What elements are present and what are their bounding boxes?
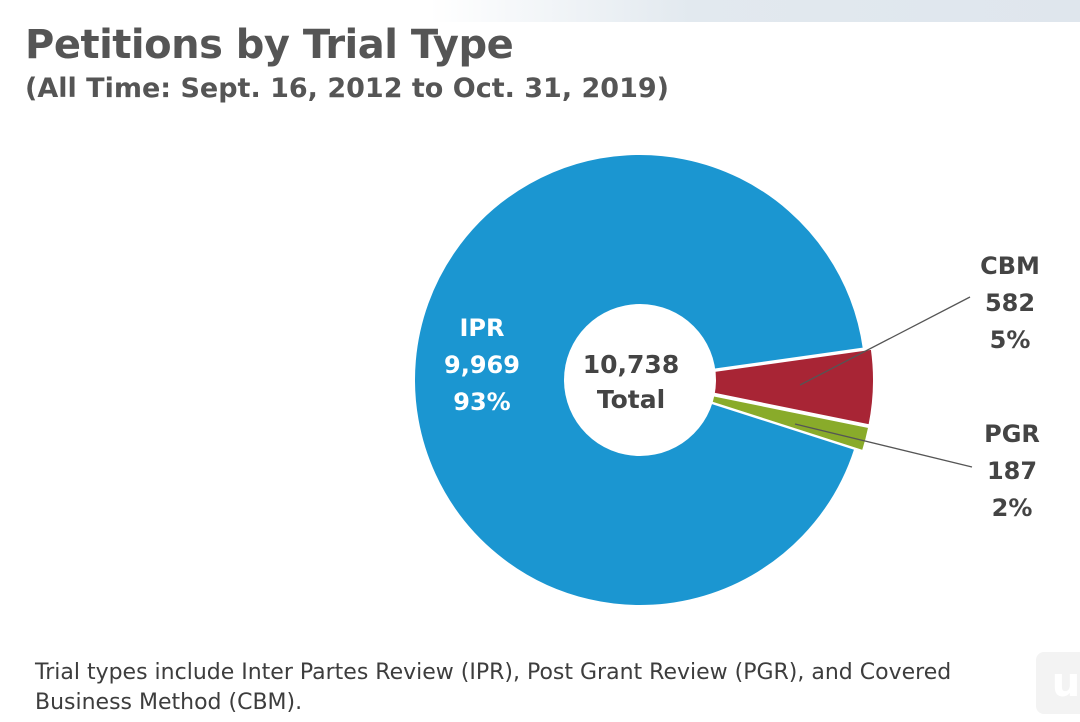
center-total-value: 10,738 — [583, 350, 679, 379]
label-pgr-value: 187 — [987, 457, 1037, 485]
chart-title: Petitions by Trial Type — [25, 22, 514, 68]
label-cbm-name: CBM — [980, 252, 1040, 280]
leader-lines — [794, 296, 973, 468]
label-pgr-name: PGR — [984, 420, 1040, 448]
label-ipr-value: 9,969 — [444, 351, 520, 379]
donut-hole — [564, 304, 716, 456]
leader-line-cbm — [799, 296, 971, 386]
label-cbm-percent: 5% — [990, 326, 1031, 354]
label-pgr-percent: 2% — [992, 494, 1033, 522]
top-decorative-band — [430, 0, 1080, 22]
label-ipr-name: IPR — [460, 314, 505, 342]
label-ipr-percent: 93% — [453, 388, 510, 416]
slice-labels: 10,738 Total IPR 9,969 93% CBM 582 5% PGR 187 2% — [444, 252, 1040, 522]
chart-subtitle: (All Time: Sept. 16, 2012 to Oct. 31, 20… — [25, 73, 669, 104]
watermark-logo: u — [1036, 652, 1080, 714]
label-cbm-value: 582 — [985, 289, 1035, 317]
footnote: Trial types include Inter Partes Review … — [35, 660, 952, 715]
slice-cbm — [647, 347, 875, 427]
leader-line-pgr — [794, 423, 973, 468]
center-total-label: Total — [597, 385, 665, 414]
